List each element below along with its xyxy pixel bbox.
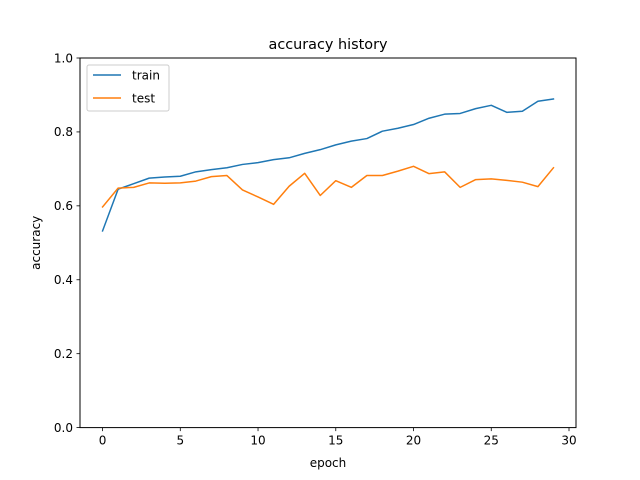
plot-area: 0 5 10 15 20 25 30 0.0 0.2 0.4 0.6 0.8 1.0 <box>54 51 577 447</box>
x-tick-label: 20 <box>406 434 421 448</box>
legend-label-train: train <box>132 69 160 83</box>
x-tick-label: 30 <box>561 434 576 448</box>
series-layer <box>101 98 555 232</box>
legend-box <box>86 64 170 112</box>
x-tick-label: 5 <box>176 434 184 448</box>
x-axis-label: epoch <box>310 456 347 470</box>
y-tick-label: 0.8 <box>54 125 73 139</box>
legend: train test <box>86 64 170 112</box>
legend-label-test: test <box>132 92 155 106</box>
y-tick-label: 0.0 <box>54 421 73 435</box>
y-tick-label: 0.4 <box>54 273 73 287</box>
y-tick-label: 0.2 <box>54 347 73 361</box>
series-line-train <box>101 98 555 232</box>
series-line-test <box>101 165 555 209</box>
y-axis-label: accuracy <box>29 216 43 270</box>
y-tick-label: 1.0 <box>54 51 73 65</box>
x-tick-label: 15 <box>328 434 343 448</box>
axes-frame <box>79 57 577 429</box>
x-tick-label: 10 <box>250 434 265 448</box>
x-tick-label: 25 <box>484 434 499 448</box>
ticks-layer: 0 5 10 15 20 25 30 0.0 0.2 0.4 0.6 0.8 1.0 <box>54 51 577 447</box>
y-tick-label: 0.6 <box>54 199 73 213</box>
x-tick-label: 0 <box>99 434 107 448</box>
chart-title: accuracy history <box>269 37 388 53</box>
